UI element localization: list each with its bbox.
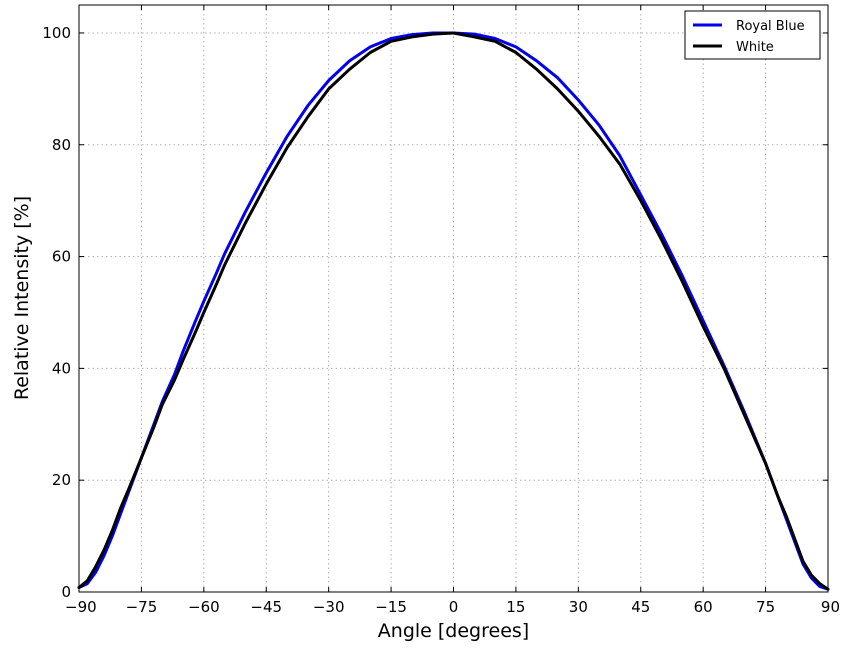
y-tick-label: 0 xyxy=(61,583,71,601)
y-tick-label: 80 xyxy=(52,136,71,154)
series-line-white xyxy=(77,31,830,591)
y-tick-label: 20 xyxy=(52,471,71,489)
x-axis-label: Angle [degrees] xyxy=(378,620,529,642)
tick-marks xyxy=(78,5,829,593)
x-tick-label: −75 xyxy=(126,598,158,616)
x-tick-label: −90 xyxy=(65,598,97,616)
tick-labels: −90 −75 −60 −45 −30 −15 0 15 30 45 60 75 90 0 20 40 60 80… xyxy=(42,24,840,616)
x-tick-label: −45 xyxy=(250,598,282,616)
x-tick-label: −30 xyxy=(313,598,345,616)
x-tick-label: −15 xyxy=(375,598,407,616)
legend-label-royal-blue: Royal Blue xyxy=(736,19,805,34)
x-tick-label: 90 xyxy=(821,598,840,616)
y-tick-label: 100 xyxy=(42,24,71,42)
legend-box xyxy=(684,10,821,60)
y-tick-label: 40 xyxy=(52,359,71,377)
y-axis-label: Relative Intensity [%] xyxy=(11,196,33,400)
x-tick-label: −60 xyxy=(188,598,220,616)
x-tick-label: 60 xyxy=(694,598,713,616)
x-tick-label: 75 xyxy=(756,598,775,616)
x-tick-label: 45 xyxy=(631,598,650,616)
legend: Royal Blue White xyxy=(684,10,821,60)
x-tick-label: 15 xyxy=(506,598,525,616)
legend-label-white: White xyxy=(736,40,774,55)
x-tick-label: 0 xyxy=(449,598,459,616)
y-tick-label: 60 xyxy=(52,248,71,266)
x-tick-label: 30 xyxy=(569,598,588,616)
series-lines xyxy=(77,31,830,591)
grid-lines xyxy=(78,5,829,593)
